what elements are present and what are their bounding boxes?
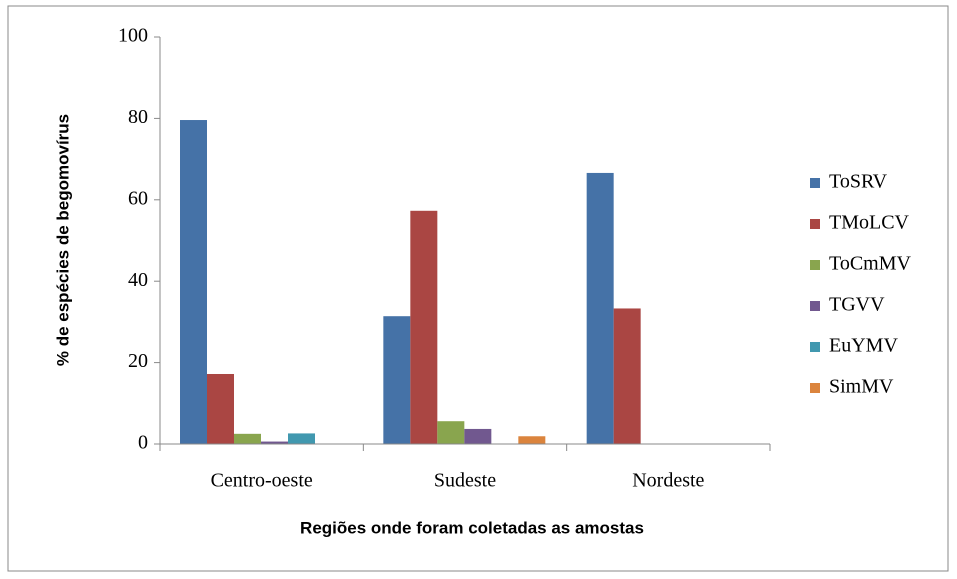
legend-swatch — [810, 178, 820, 188]
x-tick-label: Centro-oeste — [211, 470, 313, 492]
y-tick-label: 80 — [128, 106, 148, 128]
y-tick-label: 40 — [128, 269, 148, 291]
legend-swatch — [810, 301, 820, 311]
y-tick-label: 60 — [128, 187, 148, 209]
legend-label: TGVV — [829, 294, 885, 316]
y-tick-label: 20 — [128, 350, 148, 372]
legend-swatch — [810, 219, 820, 229]
bar — [586, 172, 614, 445]
y-axis-title: % de espécies de begomovírus — [53, 114, 72, 366]
legend-swatch — [810, 342, 820, 352]
legend-label: TMoLCV — [829, 212, 910, 234]
bar — [288, 433, 315, 444]
legend-swatch — [810, 260, 820, 270]
y-tick-label: 100 — [118, 25, 148, 47]
legend-label: SimMV — [829, 376, 894, 398]
bar — [261, 441, 288, 444]
bar — [518, 436, 546, 444]
bar — [234, 433, 261, 444]
legend-label: EuYMV — [829, 335, 898, 357]
x-tick-label: Sudeste — [434, 470, 496, 492]
bar — [613, 308, 641, 444]
bar — [437, 421, 465, 444]
bar — [180, 120, 207, 444]
legend-label: ToCmMV — [829, 253, 912, 275]
chart-frame — [7, 5, 949, 572]
bar — [410, 210, 438, 444]
x-tick-label: Nordeste — [632, 470, 704, 492]
bar — [464, 428, 492, 444]
legend-swatch — [810, 383, 820, 393]
y-tick-label: 0 — [138, 432, 148, 454]
bar — [383, 316, 411, 444]
legend-label: ToSRV — [829, 171, 888, 193]
bar — [207, 373, 234, 444]
x-axis-title: Regiões onde foram coletadas as amostas — [300, 518, 644, 537]
